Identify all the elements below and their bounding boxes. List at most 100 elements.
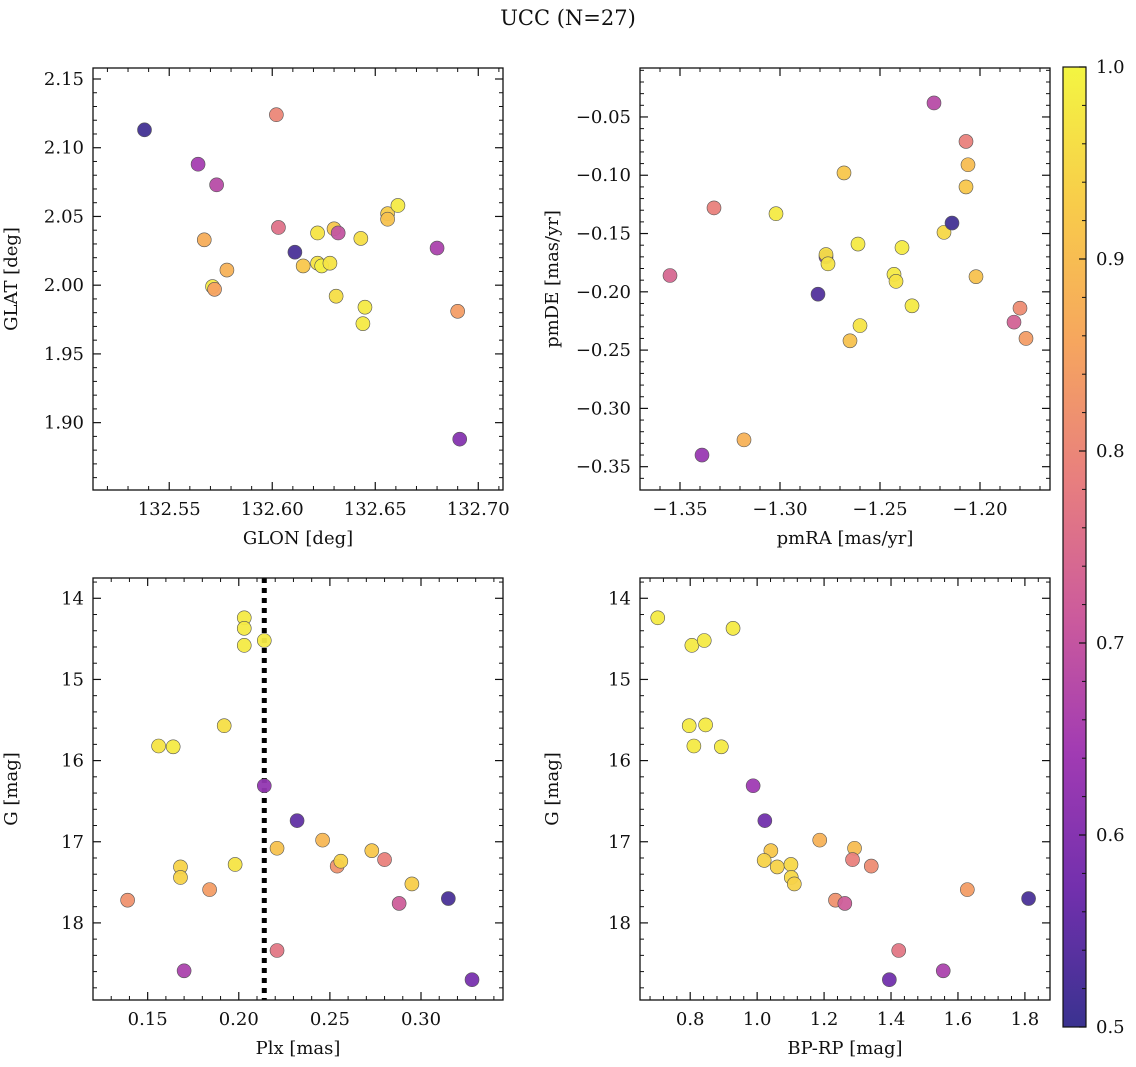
scatter-glon-glat-panel: 132.55 132.60 132.65 132.70 1.90 1.95 2.00 2.05… xyxy=(1,67,510,549)
x-axis-label: BP-RP [mag] xyxy=(787,1038,902,1059)
scatter-point xyxy=(377,852,392,867)
scatter-point xyxy=(960,157,976,173)
scatter-point xyxy=(165,739,181,755)
x-tick-label: 1.4 xyxy=(877,1009,906,1030)
scatter-point xyxy=(745,778,761,794)
x-axis-label: pmRA [mas/yr] xyxy=(777,528,914,549)
axes-frame xyxy=(639,67,1051,491)
colorbar-tick-label: 0.7 xyxy=(1096,633,1125,654)
y-tick-label: 14 xyxy=(608,588,631,609)
y-tick-label: 14 xyxy=(61,588,84,609)
y-tick-label: −0.15 xyxy=(576,224,631,245)
scatter-point xyxy=(271,220,286,235)
x-tick-label: 132.65 xyxy=(344,499,407,520)
scatter-point xyxy=(686,738,702,754)
scatter-point xyxy=(295,258,311,274)
x-tick-label: 0.20 xyxy=(219,1009,259,1030)
scatter-point xyxy=(196,232,212,248)
scatter-point xyxy=(958,179,974,195)
scatter-point xyxy=(936,225,952,240)
scatter-point xyxy=(330,225,346,241)
x-tick-label: 0.8 xyxy=(676,1009,705,1030)
scatter-point xyxy=(209,177,224,193)
x-tick-label: 132.55 xyxy=(138,499,201,520)
scatter-point xyxy=(694,447,710,463)
y-tick-label: 2.05 xyxy=(44,206,84,227)
scatter-points xyxy=(662,95,1034,463)
y-axis-label: G [mag] xyxy=(542,752,563,825)
y-axis-label: GLAT [deg] xyxy=(1,227,22,331)
scatter-point xyxy=(227,857,243,872)
scatter-point xyxy=(882,972,897,988)
scatter-point xyxy=(926,95,942,111)
scatter-point xyxy=(1012,300,1028,316)
x-tick-label: 0.30 xyxy=(401,1009,441,1030)
axes-frame xyxy=(92,577,504,1001)
figure-title: UCC (N=27) xyxy=(500,6,636,30)
scatter-plx-g-panel: 0.15 0.20 0.25 0.30 14 15 16 17 18 Plx [mas] G [ma… xyxy=(1,577,504,1059)
scatter-point xyxy=(269,840,285,856)
scatter-point xyxy=(219,262,235,278)
scatter-point xyxy=(269,107,284,123)
scatter-points xyxy=(650,610,1036,988)
y-tick-label: 15 xyxy=(608,669,631,690)
scatter-point xyxy=(256,778,272,794)
y-axis-label: pmDE [mas/yr] xyxy=(542,210,563,348)
scatter-point xyxy=(256,633,272,648)
axes-frame xyxy=(639,577,1051,1001)
scatter-point xyxy=(837,896,853,911)
scatter-point xyxy=(958,134,974,149)
y-tick-label: 17 xyxy=(61,832,84,853)
y-tick-label: 17 xyxy=(608,832,631,853)
axis-ticks xyxy=(640,578,1050,1000)
scatter-point xyxy=(404,876,420,892)
x-tick-label: 132.70 xyxy=(447,499,510,520)
scatter-point xyxy=(904,298,920,314)
x-tick-label: −1.20 xyxy=(952,499,1007,520)
scatter-point xyxy=(236,621,252,636)
scatter-point xyxy=(820,256,836,272)
scatter-point xyxy=(357,299,373,315)
scatter-point xyxy=(845,852,860,867)
scatter-points xyxy=(120,610,480,988)
scatter-point xyxy=(1006,314,1022,330)
scatter-bprp-g-panel: 0.8 1.0 1.2 1.4 1.6 1.8 14 15 16 17 18 BP-RP [mag] G… xyxy=(542,577,1051,1059)
x-tick-label: −1.30 xyxy=(752,499,807,520)
y-tick-label: −0.35 xyxy=(576,457,631,478)
scatter-point xyxy=(429,240,445,256)
y-axis-label: G [mag] xyxy=(1,752,22,825)
scatter-point xyxy=(684,638,700,653)
axis-ticks xyxy=(92,578,503,1000)
scatter-point xyxy=(894,240,910,255)
scatter-point xyxy=(850,236,866,252)
y-tick-label: 2.15 xyxy=(44,69,84,90)
y-tick-label: 2.00 xyxy=(44,275,84,296)
scatter-point xyxy=(364,843,380,858)
x-tick-label: 1.6 xyxy=(944,1009,973,1030)
y-tick-label: 2.10 xyxy=(44,138,84,159)
scatter-point xyxy=(287,244,303,260)
scatter-point xyxy=(681,718,697,734)
scatter-point xyxy=(714,739,729,755)
y-tick-label: 1.90 xyxy=(44,413,84,434)
colorbar: 0.5 0.6 0.7 0.8 0.9 1.0 xyxy=(1062,57,1125,1038)
x-tick-label: 0.15 xyxy=(128,1009,168,1030)
colorbar-tick-label: 0.6 xyxy=(1096,825,1125,846)
colorbar-gradient xyxy=(1062,66,1087,1028)
x-tick-label: 132.60 xyxy=(241,499,304,520)
scatter-point xyxy=(322,255,338,271)
scatter-point xyxy=(863,858,879,874)
scatter-point xyxy=(333,853,349,869)
scatter-point xyxy=(891,943,907,958)
scatter-point xyxy=(1021,891,1036,906)
scatter-point xyxy=(769,859,785,875)
scatter-point xyxy=(269,943,285,958)
y-tick-label: 18 xyxy=(61,913,84,934)
colorbar-tick-label: 0.5 xyxy=(1096,1017,1125,1038)
scatter-point xyxy=(173,870,188,885)
y-tick-label: 16 xyxy=(61,751,84,772)
scatter-point xyxy=(120,892,135,908)
scatter-point xyxy=(207,282,222,297)
scatter-point xyxy=(698,717,713,733)
scatter-pmra-pmde-panel: −1.35 −1.30 −1.25 −1.20 −0.35 −0.30 −0.25 −0.20… xyxy=(542,67,1051,549)
